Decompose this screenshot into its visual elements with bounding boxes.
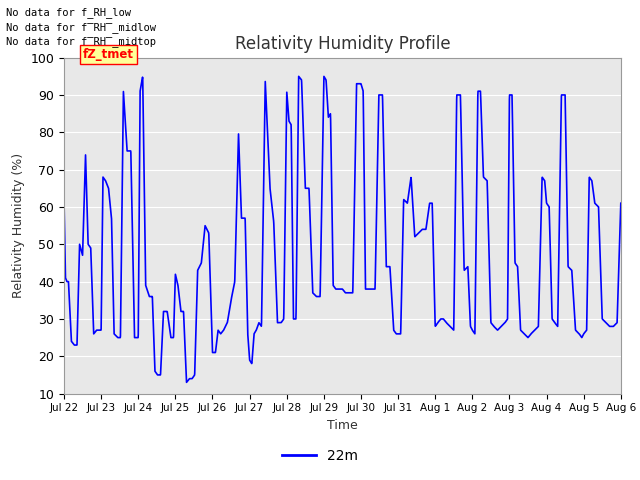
Legend: 22m: 22m bbox=[276, 443, 364, 468]
Text: No data for f_RH_low: No data for f_RH_low bbox=[6, 7, 131, 18]
X-axis label: Time: Time bbox=[327, 419, 358, 432]
Text: No data for f̅RH̅_midlow: No data for f̅RH̅_midlow bbox=[6, 22, 156, 33]
Y-axis label: Relativity Humidity (%): Relativity Humidity (%) bbox=[12, 153, 25, 298]
Text: No data for f̅RH̅_midtop: No data for f̅RH̅_midtop bbox=[6, 36, 156, 47]
Title: Relativity Humidity Profile: Relativity Humidity Profile bbox=[235, 35, 450, 53]
Text: fZ_tmet: fZ_tmet bbox=[83, 48, 134, 60]
